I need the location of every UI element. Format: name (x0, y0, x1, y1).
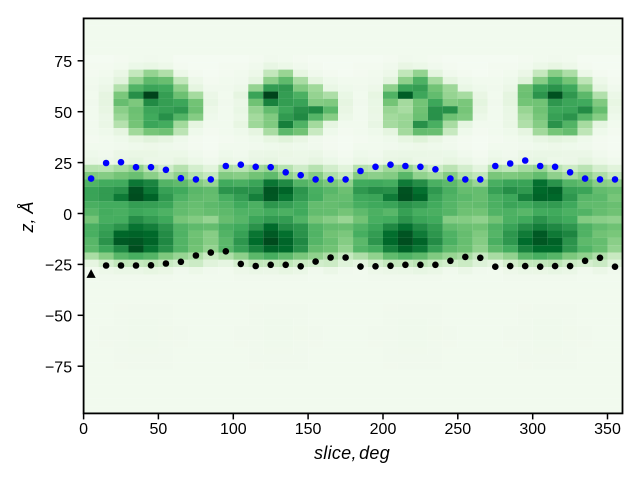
svg-text:z, Å: z, Å (17, 201, 37, 233)
svg-text:150: 150 (295, 421, 322, 438)
svg-text:50: 50 (54, 105, 72, 122)
svg-text:−50: −50 (45, 309, 72, 326)
svg-text:350: 350 (594, 421, 621, 438)
svg-text:0: 0 (79, 421, 88, 438)
svg-text:0: 0 (63, 207, 72, 224)
svg-text:300: 300 (519, 421, 546, 438)
svg-text:75: 75 (54, 54, 72, 71)
svg-text:25: 25 (54, 156, 72, 173)
svg-text:−75: −75 (45, 360, 72, 377)
svg-text:slice, deg: slice, deg (314, 443, 390, 463)
svg-text:−25: −25 (45, 258, 72, 275)
svg-text:100: 100 (220, 421, 247, 438)
svg-text:200: 200 (370, 421, 397, 438)
svg-text:50: 50 (150, 421, 168, 438)
svg-text:250: 250 (444, 421, 471, 438)
